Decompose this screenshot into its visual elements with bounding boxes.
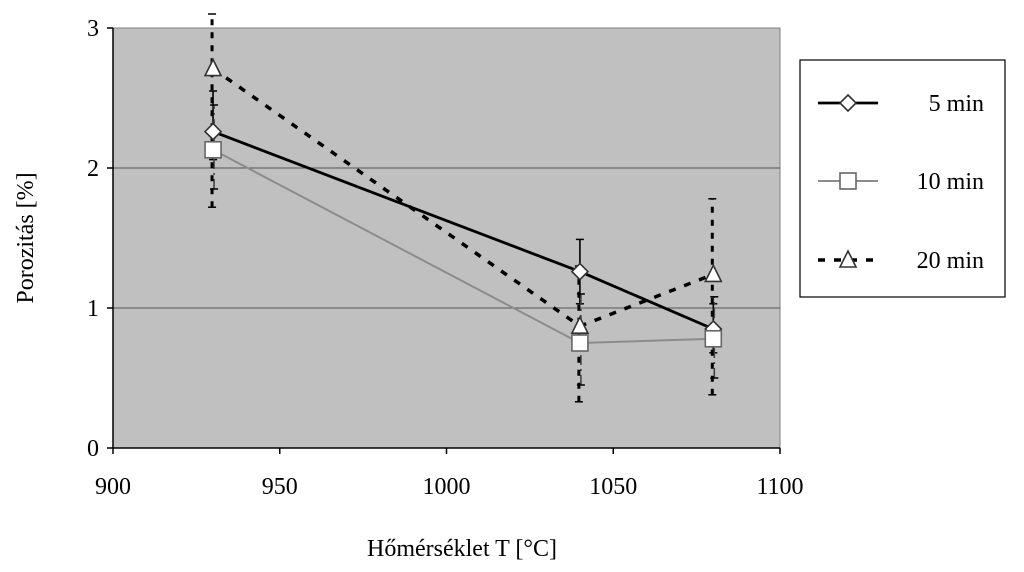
legend-items: 5 min 10 min 20 min	[818, 91, 984, 274]
plot-area	[112, 27, 781, 449]
x-tick-label-900: 900	[95, 474, 131, 500]
y-tick-label-3: 3	[87, 16, 99, 42]
legend-box	[799, 59, 1006, 298]
series-layer	[203, 13, 723, 403]
point-20-min-1080	[704, 263, 723, 283]
x-tick-label-950: 950	[262, 474, 298, 500]
y-tick-label-1: 1	[87, 296, 99, 322]
y-tick-label-0: 0	[87, 436, 99, 462]
legend-marker-20-min	[838, 249, 858, 268]
x-tick-label-1000: 1000	[423, 474, 471, 500]
point-20-min-1040	[570, 315, 590, 335]
legend-label-20-min: 20 min	[917, 248, 984, 274]
legend-label-10-min: 10 min	[917, 169, 984, 195]
legend-marker-5-min	[838, 93, 858, 113]
x-tick-label-1100: 1100	[756, 474, 803, 500]
x-axis-title: Hőmérséklet T [°C]	[367, 536, 557, 562]
x-tick-label-1050: 1050	[589, 474, 637, 500]
x-ticks: 900 950 1000 1050 1100	[95, 448, 804, 500]
point-10-min-1080	[704, 329, 723, 348]
legend-label-5-min: 5 min	[929, 91, 984, 117]
point-10-min-930	[204, 141, 222, 159]
point-5-min-930	[203, 122, 223, 141]
legend: 5 min 10 min 20 min	[799, 59, 1006, 298]
legend-marker-10-min	[839, 172, 857, 190]
y-axis-title: Porozitás [%]	[13, 172, 39, 303]
y-ticks: 0 1 2 3	[87, 16, 113, 462]
y-tick-label-2: 2	[87, 156, 99, 182]
point-20-min-930	[203, 57, 223, 77]
point-10-min-1040	[571, 334, 589, 352]
point-5-min-1040	[570, 262, 590, 281]
gridlines	[113, 167, 780, 309]
